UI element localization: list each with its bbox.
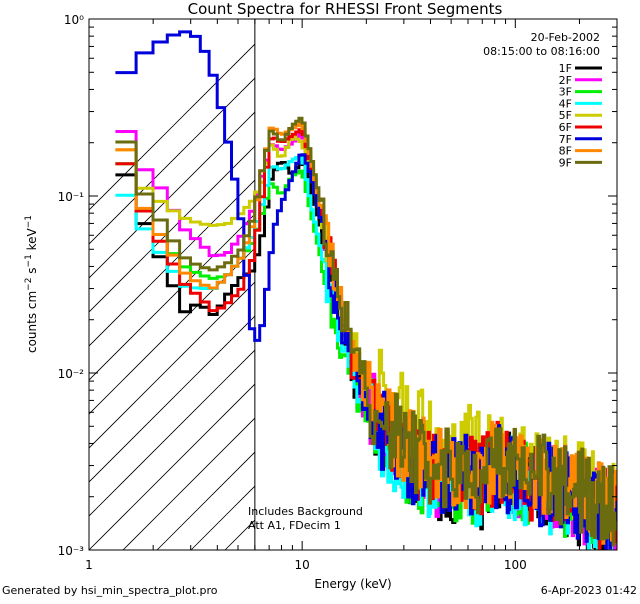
x-tick-label: 10 <box>295 558 310 572</box>
y-tick-label: 10⁻² <box>58 367 85 381</box>
annotation-background: Includes Background <box>248 505 363 518</box>
x-tick-label: 1 <box>85 558 93 572</box>
y-tick-label: 10⁰ <box>64 13 84 27</box>
y-tick-label: 10⁻³ <box>58 544 85 558</box>
chart-title: Count Spectra for RHESSI Front Segments <box>188 0 503 18</box>
legend-label-3F: 3F <box>559 86 572 99</box>
legend-label-5F: 5F <box>559 109 572 122</box>
y-tick-label: 10⁻¹ <box>58 190 85 204</box>
legend-label-1F: 1F <box>559 62 572 75</box>
footer-timestamp: 6-Apr-2023 01:42 <box>541 584 637 597</box>
axes: 1 10 100 10⁰ 10⁻¹ 10⁻² 10⁻³ <box>58 13 618 572</box>
y-axis-label: counts cm−2 s−1 keV−1 <box>24 215 39 353</box>
plot-frame <box>88 18 618 551</box>
legend-label-6F: 6F <box>559 121 572 134</box>
legend-label-4F: 4F <box>559 97 572 110</box>
annotation-attenuator: Att A1, FDecim 1 <box>248 519 341 532</box>
date-label: 20-Feb-2002 <box>531 31 600 44</box>
legend-label-8F: 8F <box>559 145 572 158</box>
legend-label-7F: 7F <box>559 133 572 146</box>
x-axis-label: Energy (keV) <box>314 577 391 591</box>
footer-generated-by: Generated by hsi_min_spectra_plot.pro <box>2 584 218 597</box>
legend-label-9F: 9F <box>559 156 572 169</box>
x-tick-label: 100 <box>504 558 527 572</box>
legend-label-2F: 2F <box>559 74 572 87</box>
series-line-9F <box>115 116 617 547</box>
time-range-label: 08:15:00 to 08:16:00 <box>483 45 600 58</box>
series-layer <box>115 30 617 550</box>
